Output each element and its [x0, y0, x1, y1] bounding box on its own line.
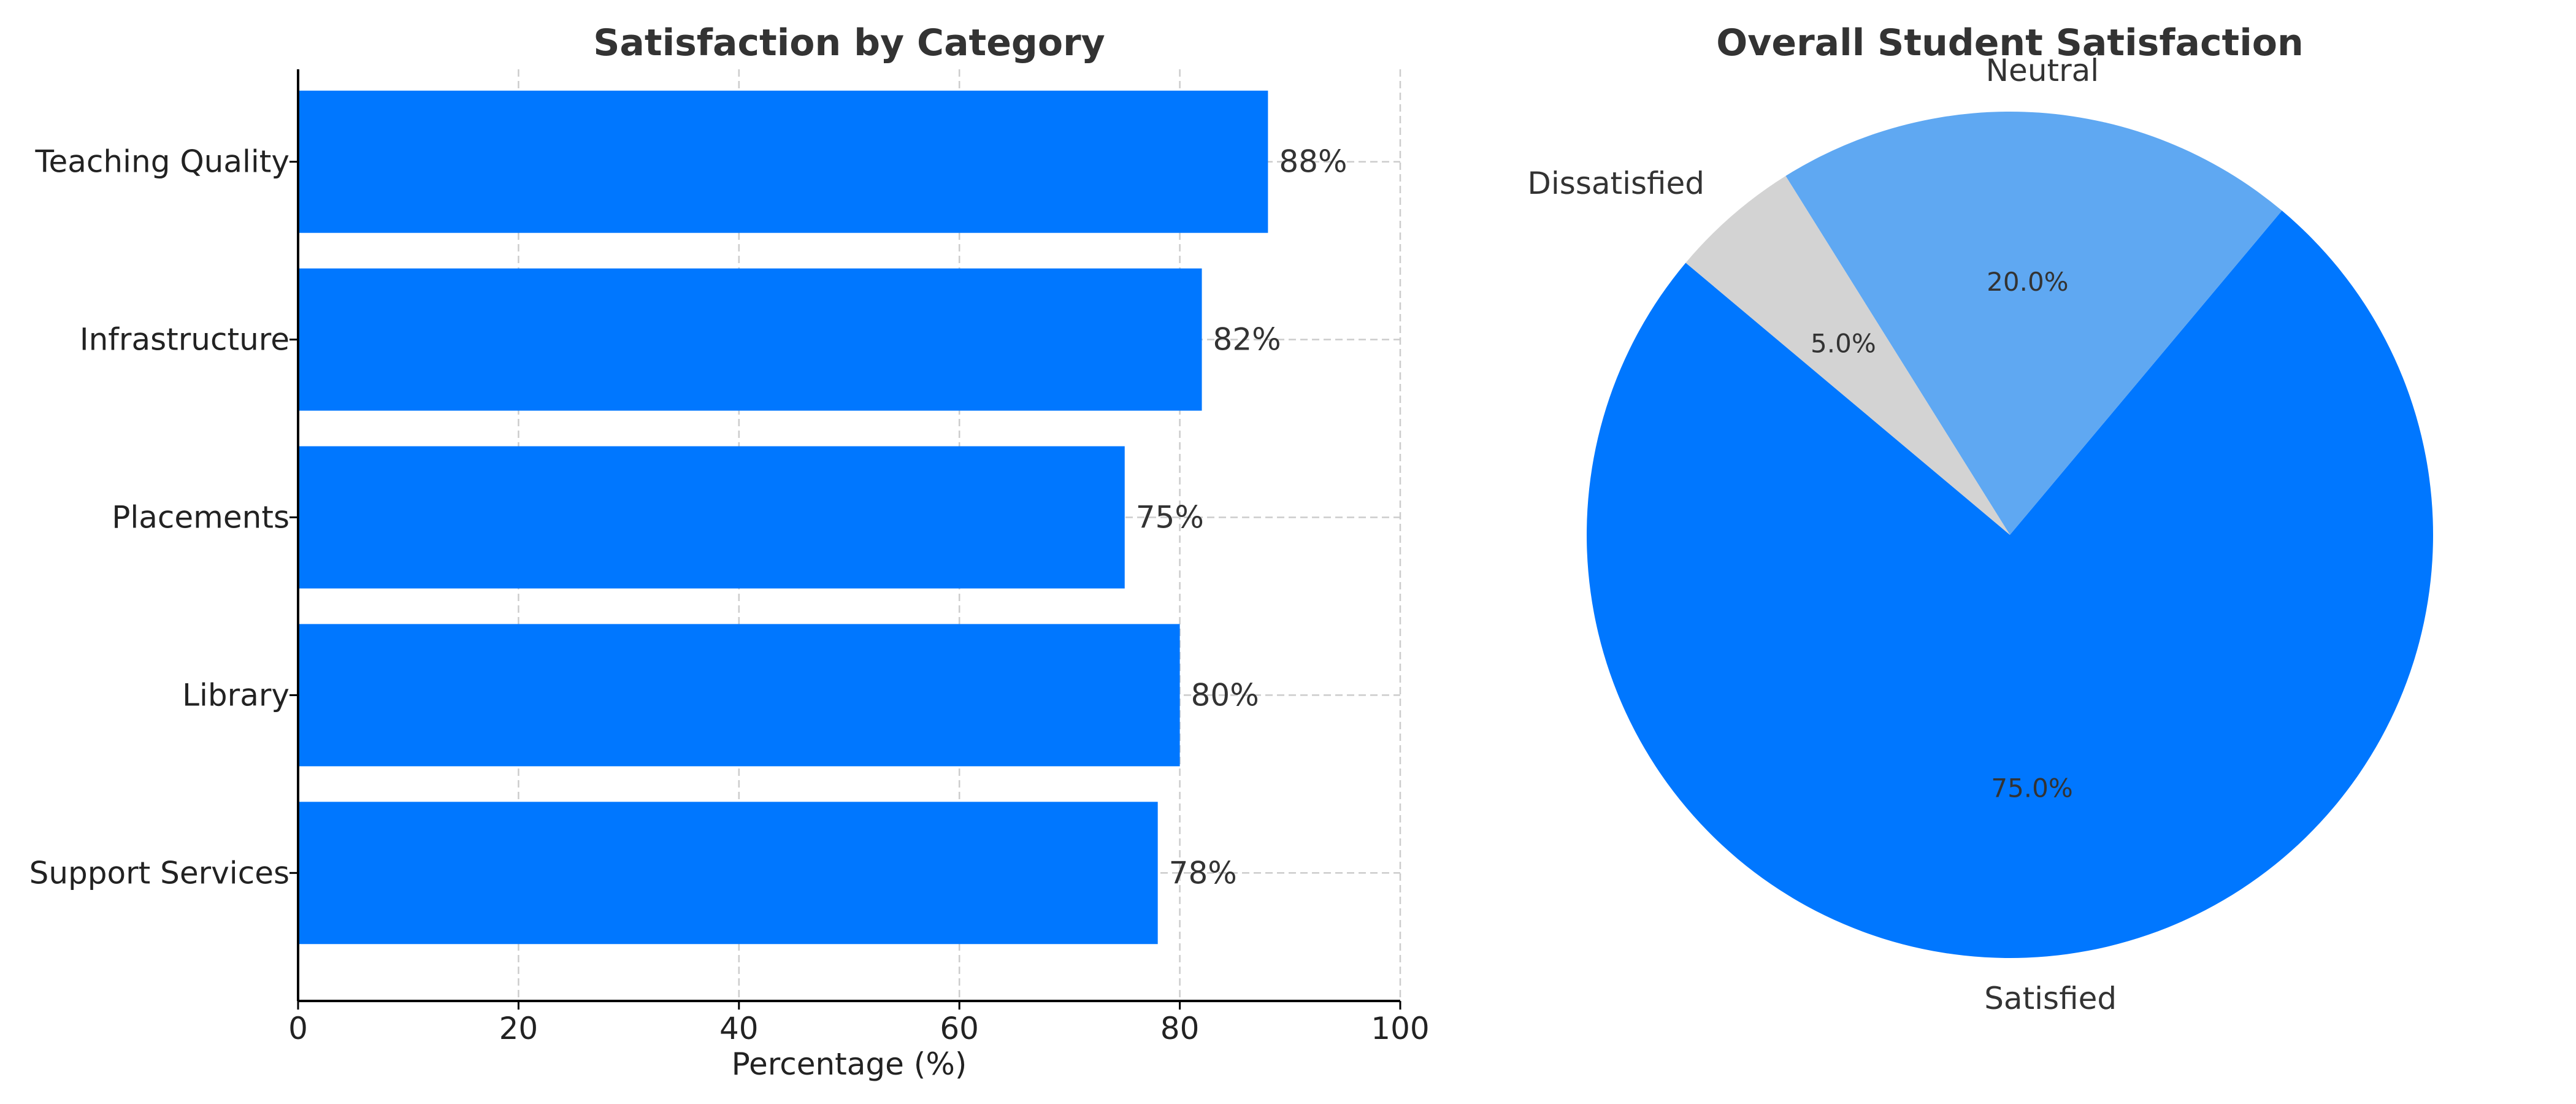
pie-slice-dissatisfied: [1685, 175, 2010, 535]
y-tick-label-teaching-quality: Teaching Quality: [34, 144, 289, 180]
y-tick-label-placements: Placements: [112, 500, 289, 535]
bar-value-label-library: 80%: [1191, 677, 1259, 713]
bar-value-label-placements: 75%: [1136, 500, 1204, 535]
bar-value-label-infrastructure: 82%: [1213, 322, 1281, 358]
pie-chart-panel: Overall Student Satisfaction Satisfied Ne…: [1527, 21, 2433, 1016]
bar-chart-value-labels: 88% 82% 75% 80% 78%: [1136, 144, 1347, 891]
pie-slice-neutral: [1785, 111, 2282, 535]
y-tick-label-infrastructure: Infrastructure: [80, 322, 289, 358]
pie-chart-slices: [1587, 111, 2433, 958]
bar-chart-x-axis-label: Percentage (%): [732, 1046, 967, 1082]
bar-value-label-support-services: 78%: [1169, 855, 1237, 891]
bar-chart-title: Satisfaction by Category: [593, 21, 1105, 64]
pie-chart-percentages: 75.0% 20.0% 5.0%: [1811, 267, 2073, 803]
bar-chart-bars: [298, 90, 1268, 945]
bar-placements: [298, 446, 1125, 589]
pie-percent-satisfied: 75.0%: [1991, 773, 2072, 803]
x-tick-label: 60: [940, 1011, 979, 1046]
bar-chart-y-ticks: Teaching Quality Infrastructure Placements…: [29, 144, 298, 891]
x-tick-label: 0: [288, 1011, 308, 1046]
x-tick-label: 80: [1160, 1011, 1200, 1046]
bar-chart-axes: [297, 69, 1400, 1002]
x-tick-label: 20: [499, 1011, 539, 1046]
pie-label-neutral: Neutral: [1986, 53, 2099, 88]
y-tick-label-support-services: Support Services: [29, 855, 289, 891]
bar-infrastructure: [298, 268, 1202, 411]
bar-chart-x-ticks: 0 20 40 60 80 100: [288, 1001, 1430, 1046]
pie-chart-title: Overall Student Satisfaction: [1716, 21, 2303, 64]
pie-label-dissatisfied: Dissatisfied: [1527, 166, 1704, 201]
y-tick-label-library: Library: [182, 677, 289, 713]
x-tick-label: 40: [719, 1011, 759, 1046]
pie-percent-neutral: 20.0%: [1987, 267, 2068, 297]
bar-support-services: [298, 802, 1158, 945]
pie-chart-labels: Satisfied Neutral Dissatisfied: [1527, 53, 2117, 1016]
x-tick-label: 100: [1371, 1011, 1429, 1046]
pie-slice-satisfied: [1587, 210, 2433, 958]
bar-value-label-teaching-quality: 88%: [1279, 144, 1347, 180]
bar-chart-panel: Satisfaction by Category 0 20 40 60 80 100 Te…: [29, 21, 1430, 1082]
pie-label-satisfied: Satisfied: [1984, 981, 2117, 1016]
bar-teaching-quality: [298, 90, 1268, 233]
bar-library: [298, 624, 1180, 767]
pie-percent-dissatisfied: 5.0%: [1811, 329, 1876, 359]
